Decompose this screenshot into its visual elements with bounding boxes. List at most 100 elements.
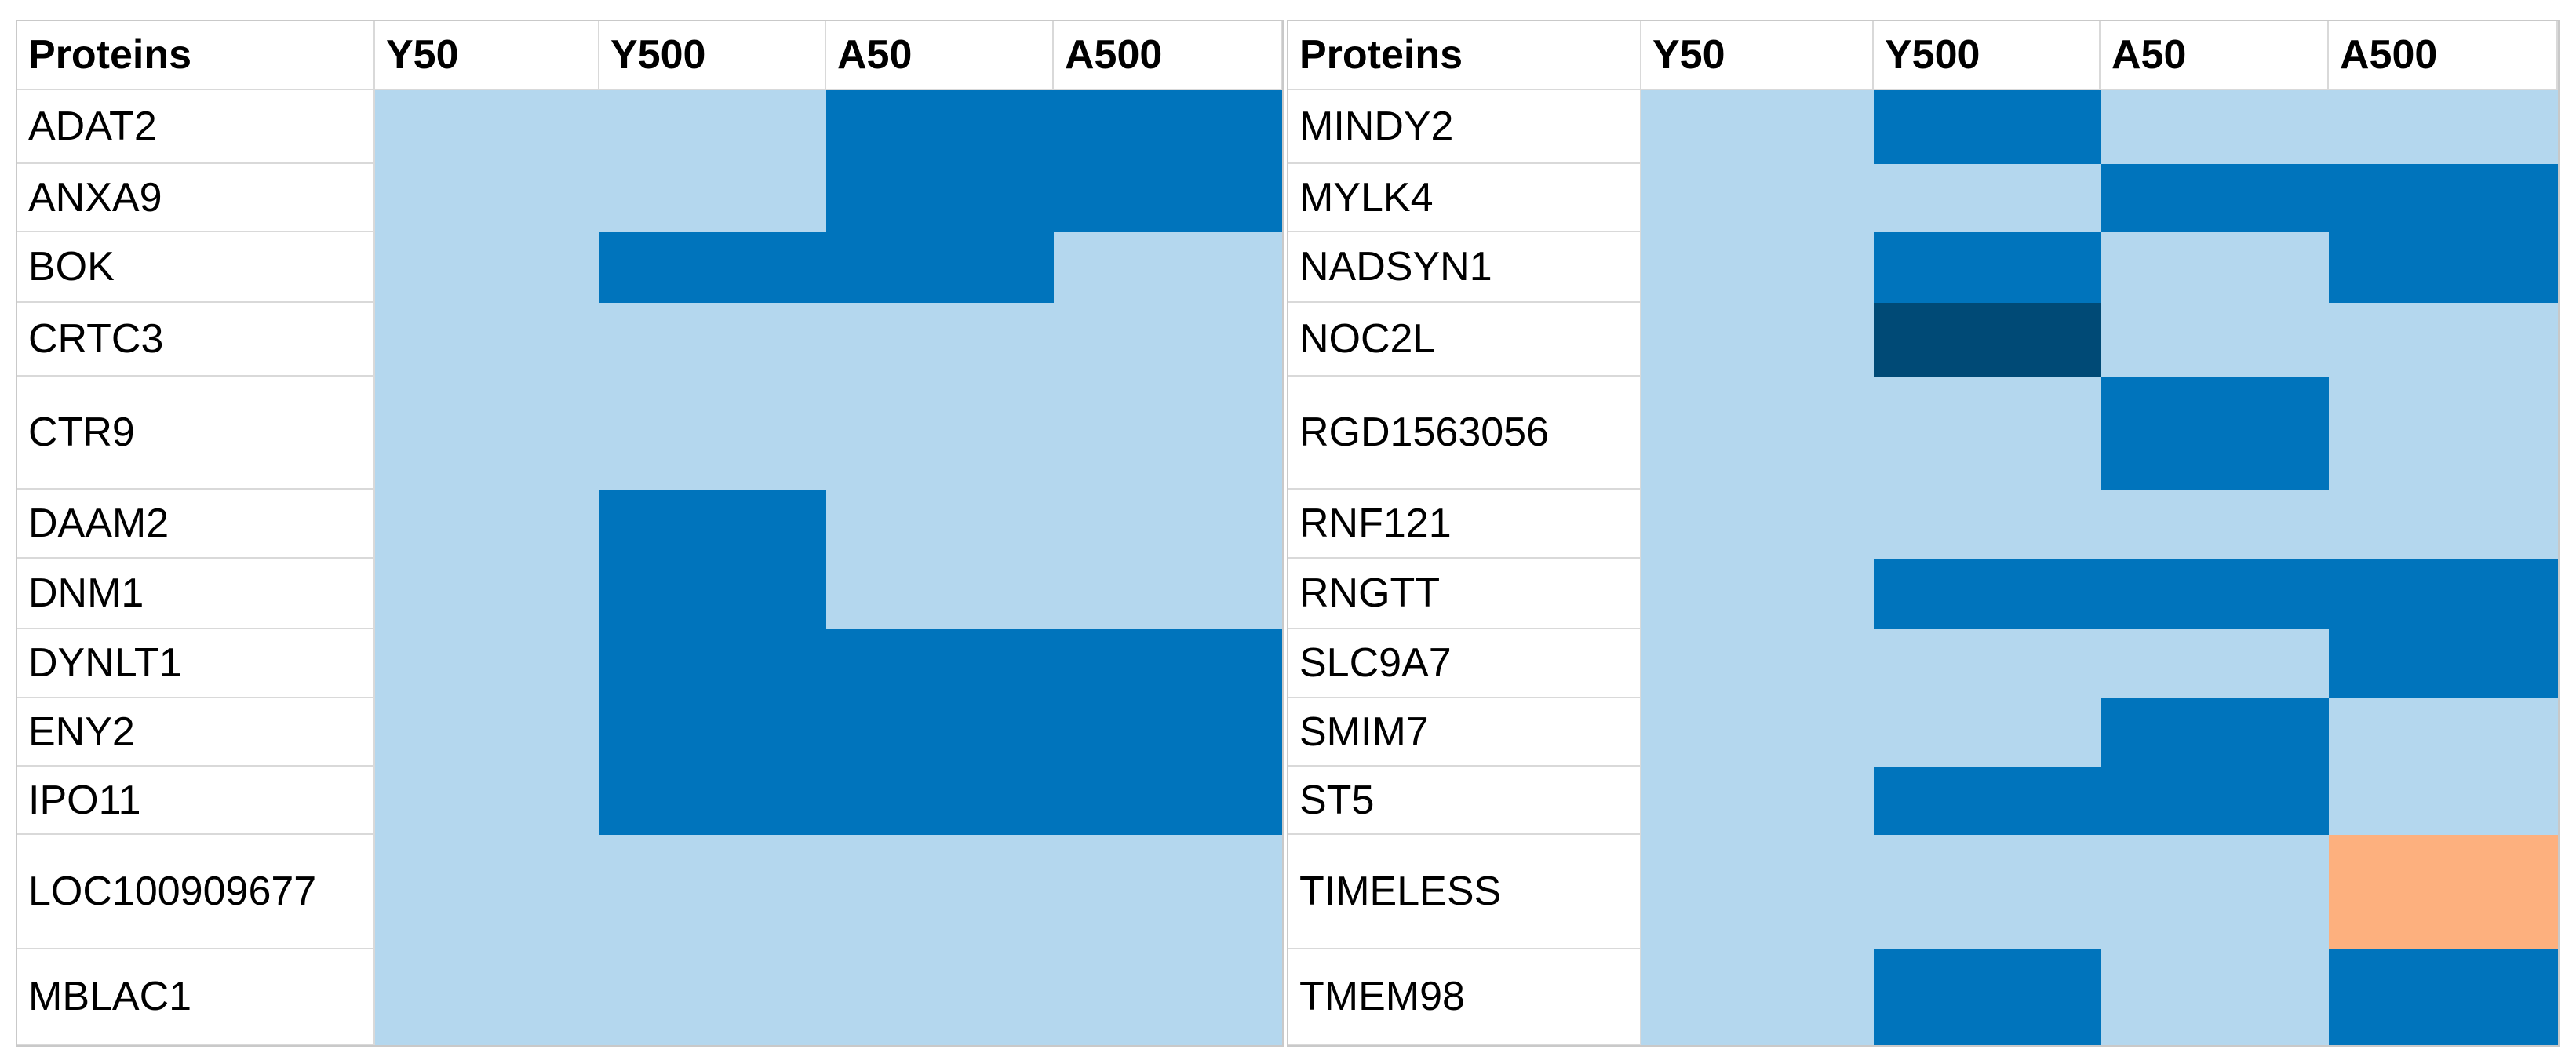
heatmap-cell-slc9a7-a500: [2329, 629, 2558, 698]
heatmap-cell-crtc3-a500: [1054, 303, 1282, 377]
heatmap-cell-st5-y50: [1641, 767, 1874, 835]
heatmap-cell-mblac1-y50: [375, 949, 599, 1045]
heatmap-cell-nadsyn1-y50: [1641, 232, 1874, 303]
protein-name-cell-nadsyn1: NADSYN1: [1288, 232, 1641, 303]
heatmap-cell-slc9a7-a50: [2101, 629, 2329, 698]
heatmap-cell-daam2-a500: [1054, 490, 1282, 559]
heatmap-cell-loc100909677-y500: [599, 835, 826, 949]
heatmap-cell-eny2-y500: [599, 698, 826, 767]
heatmap-cell-adat2-y50: [375, 90, 599, 164]
heatmap-cell-loc100909677-a50: [826, 835, 1054, 949]
heatmap-cell-tmem98-a50: [2101, 949, 2329, 1045]
column-header-y500: Y500: [599, 21, 826, 90]
protein-name-cell-st5: ST5: [1288, 767, 1641, 835]
heatmap-cell-rngtt-y500: [1874, 559, 2101, 629]
heatmap-cell-noc2l-a50: [2101, 303, 2329, 377]
heatmap-cell-ctr9-a50: [826, 377, 1054, 490]
heatmap-cell-mblac1-a500: [1054, 949, 1282, 1045]
heatmap-cell-mindy2-y50: [1641, 90, 1874, 164]
column-header-a50: A50: [2101, 21, 2329, 90]
heatmap-cell-mblac1-a50: [826, 949, 1054, 1045]
heatmap-cell-st5-y500: [1874, 767, 2101, 835]
heatmap-cell-adat2-a50: [826, 90, 1054, 164]
heatmap-cell-mindy2-a50: [2101, 90, 2329, 164]
heatmap-cell-smim7-a50: [2101, 698, 2329, 767]
heatmap-cell-dnm1-y500: [599, 559, 826, 629]
protein-name-cell-crtc3: CRTC3: [17, 303, 375, 377]
heatmap-cell-rnf121-y50: [1641, 490, 1874, 559]
heatmap-cell-anxa9-y500: [599, 164, 826, 232]
heatmap-cell-smim7-a500: [2329, 698, 2558, 767]
protein-name-cell-noc2l: NOC2L: [1288, 303, 1641, 377]
heatmap-cell-tmem98-y50: [1641, 949, 1874, 1045]
heatmap-cell-crtc3-a50: [826, 303, 1054, 377]
heatmap-cell-rngtt-a500: [2329, 559, 2558, 629]
heatmap-cell-bok-y50: [375, 232, 599, 303]
heatmap-cell-anxa9-a500: [1054, 164, 1282, 232]
protein-name-cell-ctr9: CTR9: [17, 377, 375, 490]
protein-name-cell-rgd1563056: RGD1563056: [1288, 377, 1641, 490]
heatmap-cell-anxa9-a50: [826, 164, 1054, 232]
column-header-y50: Y50: [1641, 21, 1874, 90]
heatmap-panel-left: Proteins Y50 Y500 A50 A500 ADAT2 ANXA9 BOK CRTC3…: [16, 20, 1284, 1047]
protein-name-cell-rngtt: RNGTT: [1288, 559, 1641, 629]
heatmap-cell-timeless-a500: [2329, 835, 2558, 949]
heatmap-cell-smim7-y50: [1641, 698, 1874, 767]
heatmap-cell-mylk4-y50: [1641, 164, 1874, 232]
heatmap-cell-ctr9-y500: [599, 377, 826, 490]
heatmap-cell-dynlt1-a500: [1054, 629, 1282, 698]
heatmap-cell-slc9a7-y50: [1641, 629, 1874, 698]
heatmap-cell-noc2l-y50: [1641, 303, 1874, 377]
column-header-y50: Y50: [375, 21, 599, 90]
heatmap-cell-smim7-y500: [1874, 698, 2101, 767]
heatmap-cell-tmem98-a500: [2329, 949, 2558, 1045]
heatmap-cell-daam2-y50: [375, 490, 599, 559]
column-header-a500: A500: [2329, 21, 2558, 90]
protein-name-cell-ipo11: IPO11: [17, 767, 375, 835]
heatmap-cell-rgd1563056-a500: [2329, 377, 2558, 490]
protein-name-cell-smim7: SMIM7: [1288, 698, 1641, 767]
heatmap-cell-bok-a50: [826, 232, 1054, 303]
heatmap-cell-loc100909677-a500: [1054, 835, 1282, 949]
heatmap-cell-mylk4-a50: [2101, 164, 2329, 232]
heatmap-cell-rnf121-y500: [1874, 490, 2101, 559]
protein-name-cell-mindy2: MINDY2: [1288, 90, 1641, 164]
heatmap-cell-rngtt-y50: [1641, 559, 1874, 629]
heatmap-cell-eny2-y50: [375, 698, 599, 767]
heatmap-cell-dnm1-a50: [826, 559, 1054, 629]
heatmap-cell-ctr9-y50: [375, 377, 599, 490]
protein-name-cell-adat2: ADAT2: [17, 90, 375, 164]
heatmap-cell-eny2-a500: [1054, 698, 1282, 767]
heatmap-cell-st5-a500: [2329, 767, 2558, 835]
heatmap-cell-mblac1-y500: [599, 949, 826, 1045]
heatmap-cell-dynlt1-y500: [599, 629, 826, 698]
heatmap-cell-rgd1563056-a50: [2101, 377, 2329, 490]
heatmap-cell-anxa9-y50: [375, 164, 599, 232]
protein-name-cell-dnm1: DNM1: [17, 559, 375, 629]
heatmap-cell-crtc3-y500: [599, 303, 826, 377]
column-header-proteins: Proteins: [17, 21, 375, 90]
protein-name-cell-rnf121: RNF121: [1288, 490, 1641, 559]
heatmap-cell-timeless-y500: [1874, 835, 2101, 949]
heatmap-cell-adat2-a500: [1054, 90, 1282, 164]
protein-name-cell-tmem98: TMEM98: [1288, 949, 1641, 1045]
protein-name-cell-daam2: DAAM2: [17, 490, 375, 559]
heatmap-cell-timeless-y50: [1641, 835, 1874, 949]
heatmap-cell-ipo11-a500: [1054, 767, 1282, 835]
heatmap-cell-ipo11-y50: [375, 767, 599, 835]
protein-name-cell-slc9a7: SLC9A7: [1288, 629, 1641, 698]
heatmap-cell-nadsyn1-a50: [2101, 232, 2329, 303]
column-header-y500: Y500: [1874, 21, 2101, 90]
heatmap-cell-dynlt1-a50: [826, 629, 1054, 698]
heatmap-cell-mylk4-a500: [2329, 164, 2558, 232]
heatmap-cell-noc2l-a500: [2329, 303, 2558, 377]
heatmap-cell-timeless-a50: [2101, 835, 2329, 949]
protein-name-cell-mblac1: MBLAC1: [17, 949, 375, 1045]
heatmap-cell-rnf121-a50: [2101, 490, 2329, 559]
protein-name-cell-eny2: ENY2: [17, 698, 375, 767]
heatmap-cell-noc2l-y500: [1874, 303, 2101, 377]
heatmap-cell-dnm1-y50: [375, 559, 599, 629]
heatmap-cell-daam2-a50: [826, 490, 1054, 559]
heatmap-cell-st5-a50: [2101, 767, 2329, 835]
